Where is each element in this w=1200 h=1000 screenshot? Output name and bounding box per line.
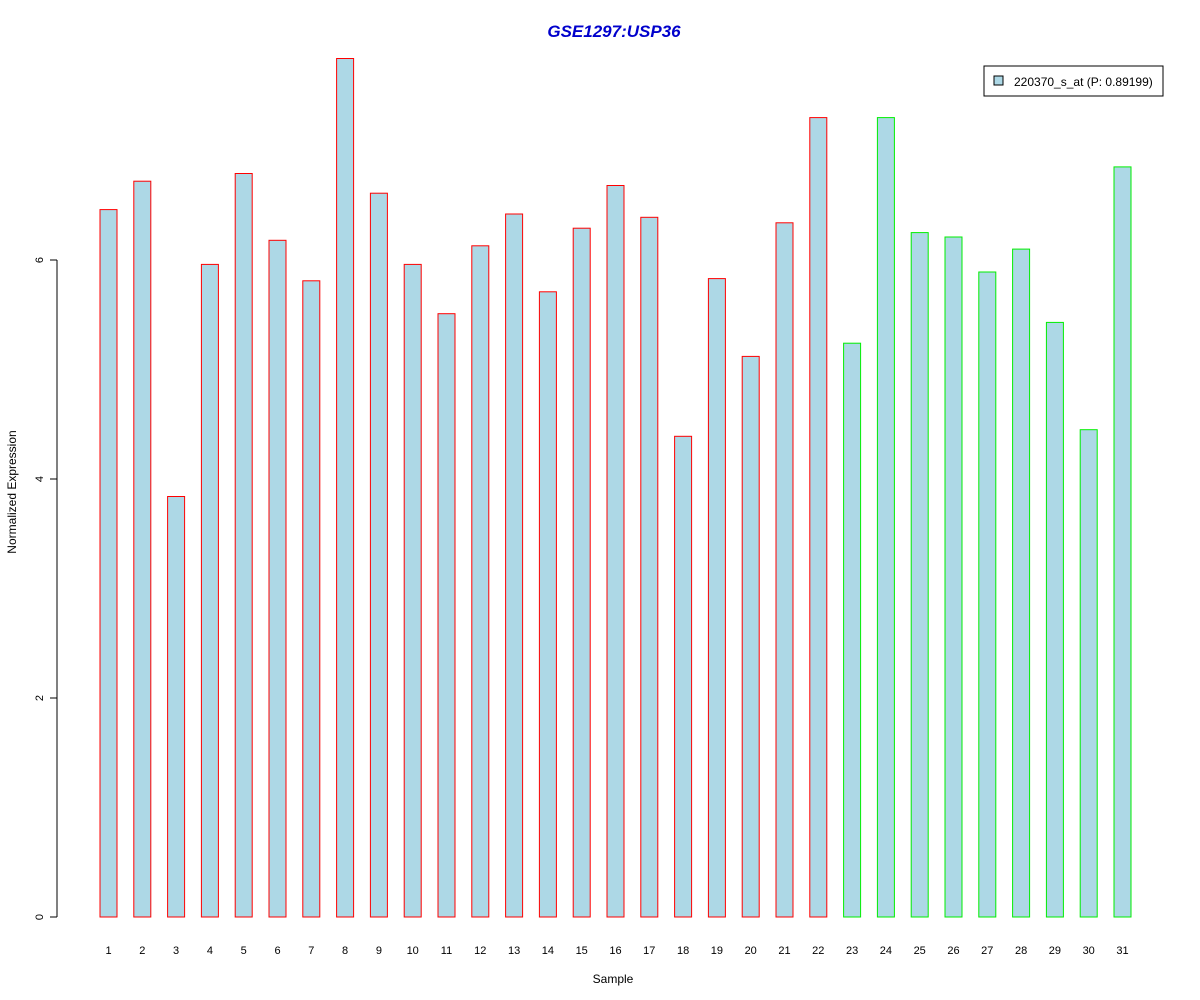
bar-sample-23 — [843, 342, 862, 918]
bar-sample-24 — [876, 117, 895, 918]
x-tick-label: 21 — [778, 945, 790, 957]
x-axis-label: Sample — [593, 972, 634, 986]
bar-sample-29 — [1045, 321, 1064, 918]
x-tick-label: 17 — [643, 945, 655, 957]
x-tick-label: 15 — [576, 945, 588, 957]
x-tick-label: 1 — [105, 945, 111, 957]
bar-sample-5 — [234, 173, 253, 918]
bar-sample-1 — [99, 209, 118, 918]
bar-sample-17 — [640, 216, 659, 918]
bar-sample-13 — [505, 213, 524, 918]
x-tick-label: 8 — [342, 945, 348, 957]
bar-sample-4 — [200, 263, 219, 918]
x-tick-label: 13 — [508, 945, 520, 957]
bar-sample-27 — [978, 271, 997, 918]
y-tick-label: 2 — [34, 695, 46, 701]
x-tick-label: 25 — [914, 945, 926, 957]
bar-sample-22 — [809, 117, 828, 918]
bar-sample-8 — [336, 58, 355, 918]
x-tick-label: 19 — [711, 945, 723, 957]
y-axis-label: Normalized Expression — [5, 430, 19, 553]
bar-sample-16 — [606, 185, 625, 918]
bar-sample-20 — [741, 355, 760, 918]
legend: 220370_s_at (P: 0.89199) — [983, 65, 1164, 97]
bar-sample-6 — [268, 239, 287, 918]
bar-sample-14 — [538, 291, 557, 918]
legend-box — [983, 65, 1164, 97]
y-tick-label: 4 — [34, 476, 46, 482]
bar-sample-3 — [167, 496, 186, 918]
x-tick-label: 9 — [376, 945, 382, 957]
y-tick-label: 0 — [34, 914, 46, 920]
x-tick-label: 29 — [1049, 945, 1061, 957]
bar-sample-30 — [1079, 429, 1098, 918]
x-tick-label: 10 — [407, 945, 419, 957]
x-tick-label: 5 — [241, 945, 247, 957]
bar-sample-18 — [674, 435, 693, 918]
bar-sample-7 — [302, 280, 321, 918]
bar-sample-25 — [910, 232, 929, 918]
x-tick-label: 31 — [1116, 945, 1128, 957]
x-tick-label: 26 — [947, 945, 959, 957]
x-tick-label: 24 — [880, 945, 892, 957]
bar-sample-11 — [437, 313, 456, 918]
x-tick-label: 3 — [173, 945, 179, 957]
bar-sample-12 — [471, 245, 490, 918]
x-tick-label: 22 — [812, 945, 824, 957]
bar-sample-15 — [572, 227, 591, 918]
x-tick-label: 4 — [207, 945, 213, 957]
chart-title: GSE1297:USP36 — [547, 22, 681, 41]
bar-sample-28 — [1012, 248, 1031, 918]
x-tick-label: 18 — [677, 945, 689, 957]
x-tick-label: 27 — [981, 945, 993, 957]
x-tick-label: 14 — [542, 945, 554, 957]
bar-sample-19 — [707, 278, 726, 918]
x-tick-labels: 1 2 3 4 5 6 7 8 9 10 11 12 13 14 15 16 17 18 19 20 21 22 23 24 2… — [105, 945, 1128, 957]
x-tick-label: 16 — [609, 945, 621, 957]
bar-sample-21 — [775, 222, 794, 918]
x-tick-label: 28 — [1015, 945, 1027, 957]
x-tick-label: 20 — [745, 945, 757, 957]
x-tick-label: 11 — [441, 945, 452, 957]
bars-group — [99, 58, 1132, 918]
bar-sample-9 — [369, 192, 388, 918]
x-tick-label: 23 — [846, 945, 858, 957]
y-tick-label: 6 — [34, 257, 46, 263]
bar-sample-31 — [1113, 166, 1132, 918]
x-tick-label: 12 — [474, 945, 486, 957]
legend-label: 220370_s_at (P: 0.89199) — [1014, 75, 1153, 89]
x-tick-label: 2 — [139, 945, 145, 957]
legend-swatch — [993, 75, 1004, 86]
x-tick-label: 6 — [274, 945, 280, 957]
y-axis: 0 2 4 6 — [34, 257, 58, 920]
x-tick-label: 7 — [308, 945, 314, 957]
bar-sample-26 — [944, 236, 963, 918]
bar-sample-10 — [403, 263, 422, 918]
x-tick-label: 30 — [1083, 945, 1095, 957]
bar-sample-2 — [133, 180, 152, 918]
